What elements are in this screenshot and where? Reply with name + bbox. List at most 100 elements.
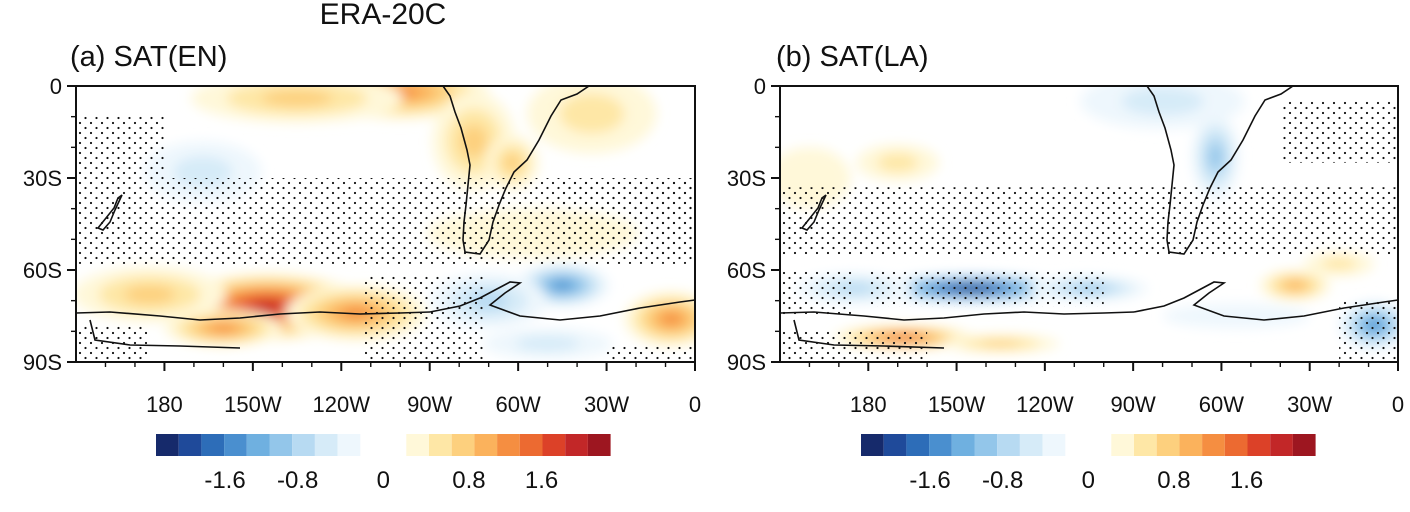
contour-level [1209, 145, 1222, 168]
contour-level [124, 285, 176, 304]
y-tick-label: 30S [727, 166, 766, 191]
y-tick-label: 90S [23, 350, 62, 375]
y-tick-label: 60S [727, 258, 766, 283]
y-tick-label: 90S [727, 350, 766, 375]
field-anomaly-b-10 [1259, 270, 1331, 301]
panel-b-frame [779, 85, 1399, 363]
colorbar-swatch-positive [474, 434, 498, 456]
x-tick-label: 30W [1287, 392, 1332, 417]
colorbar-swatch-negative [951, 434, 975, 456]
colorbar-swatch-positive [497, 434, 520, 456]
panel-b-new-zealand [800, 194, 827, 231]
x-tick-label: 60W [496, 392, 541, 417]
colorbar-swatch-positive [1111, 434, 1134, 456]
colorbar-label: 1.6 [525, 467, 558, 494]
field-anomaly-b-6 [1162, 303, 1310, 329]
contour-level [1286, 281, 1304, 290]
colorbar-label: -1.6 [204, 467, 245, 494]
x-tick-label: 0 [1392, 392, 1404, 417]
colorbar-swatch-positive [542, 434, 566, 456]
significance-stipple-a-2 [562, 178, 695, 255]
contour-level [255, 302, 281, 312]
panel-a-antarctic-coast [76, 311, 431, 321]
field-anomaly-a-3 [76, 266, 227, 323]
field-anomaly-a-10 [624, 291, 695, 347]
panel-b: (b) SAT(LA) 180 150W 120W 90W 60W 30W 0 0 30S 60… [727, 41, 1404, 417]
colorbar-swatch-negative [292, 434, 315, 456]
panel-a-map [76, 86, 695, 362]
contour-level [261, 90, 333, 107]
contour-level [554, 281, 571, 289]
y-tick-label: 0 [50, 74, 62, 99]
panel-a-antarctic-peninsula [429, 281, 695, 321]
significance-stipple-b-4 [1280, 101, 1398, 163]
x-tick-label: 120W [1016, 392, 1074, 417]
field-anomaly-b-8 [941, 334, 1060, 353]
colorbar-b: -1.6 -0.8 0 0.8 1.6 [861, 434, 1316, 494]
x-tick-label: 0 [689, 392, 701, 417]
colorbar-swatch-positive [1247, 434, 1271, 456]
contour-level [661, 313, 681, 325]
contour-level [981, 340, 1021, 347]
contour-level [877, 153, 919, 172]
colorbar-swatch-positive [429, 434, 452, 456]
colorbar-label: -0.8 [982, 467, 1023, 494]
colorbar-swatch-positive [565, 434, 588, 456]
field-anomaly-b-11 [1303, 251, 1375, 277]
colorbar-swatch-negative [929, 434, 952, 456]
significance-stipple-a-5 [606, 346, 695, 362]
colorbar-label: -0.8 [277, 467, 318, 494]
figure-title: ERA-20C [320, 0, 447, 31]
colorbar-a: -1.6 -0.8 0 0.8 1.6 [156, 434, 611, 494]
colorbar-swatch-negative [337, 434, 361, 456]
colorbar-swatch-positive [587, 434, 611, 456]
colorbar-label: 1.6 [1230, 467, 1263, 494]
x-tick-label: 120W [313, 392, 371, 417]
colorbar-label: 0 [1082, 467, 1095, 494]
panel-a-coastlines [76, 86, 695, 349]
contour-level [211, 324, 236, 332]
panel-b-map [780, 86, 1398, 362]
panel-a-new-zealand [96, 194, 123, 231]
colorbar-label: -1.6 [909, 467, 950, 494]
panel-a-x-axis: 180 150W 120W 90W 60W 30W 0 [104, 362, 701, 417]
field-anomaly-b-9 [856, 144, 939, 182]
panel-a: (a) SAT(EN) 180 150W 120W 90W 60W 30W 0 0 30S 60… [23, 41, 701, 417]
x-tick-label: 150W [224, 392, 282, 417]
colorbar-swatch-negative [974, 434, 998, 456]
x-tick-label: 90W [407, 392, 452, 417]
colorbar-swatch-negative [201, 434, 225, 456]
contour-level [503, 153, 522, 172]
field-anomaly-a-14 [482, 328, 613, 359]
contour-level [1121, 87, 1204, 116]
colorbar-swatch-negative [269, 434, 293, 456]
panel-b-ross-ice-shelf [793, 319, 945, 349]
field-anomaly-a-7 [485, 135, 539, 191]
panel-b-x-axis: 180 150W 120W 90W 60W 30W 0 [808, 362, 1404, 417]
significance-stipple-a-1 [76, 116, 165, 178]
colorbar-swatch-positive [1292, 434, 1316, 456]
contour-level [515, 335, 581, 352]
contour-level [341, 307, 371, 319]
colorbar-swatch-negative [883, 434, 907, 456]
panel-b-antarctic-peninsula [1133, 281, 1398, 321]
colorbar-swatch-positive [406, 434, 429, 456]
panel-b-south-america-coast [1146, 86, 1294, 255]
colorbar-swatch-positive [1156, 434, 1180, 456]
x-tick-label: 180 [146, 392, 183, 417]
x-tick-label: 30W [584, 392, 629, 417]
colorbar-swatch-negative [156, 434, 179, 456]
significance-stipple-a-3 [76, 325, 150, 362]
colorbar-label: 0.8 [1157, 467, 1190, 494]
colorbar-swatch-negative [1042, 434, 1066, 456]
contour-level [1321, 257, 1357, 270]
colorbar-swatch-negative [861, 434, 884, 456]
y-tick-label: 60S [23, 258, 62, 283]
colorbar-swatch-negative [314, 434, 338, 456]
panel-b-coastlines [780, 86, 1398, 349]
panel-b-title: (b) SAT(LA) [776, 41, 929, 73]
colorbar-swatch-positive [1179, 434, 1203, 456]
field-anomaly-b-4 [1080, 86, 1245, 129]
x-tick-label: 90W [1111, 392, 1156, 417]
panel-a-ross-ice-shelf [89, 319, 241, 349]
